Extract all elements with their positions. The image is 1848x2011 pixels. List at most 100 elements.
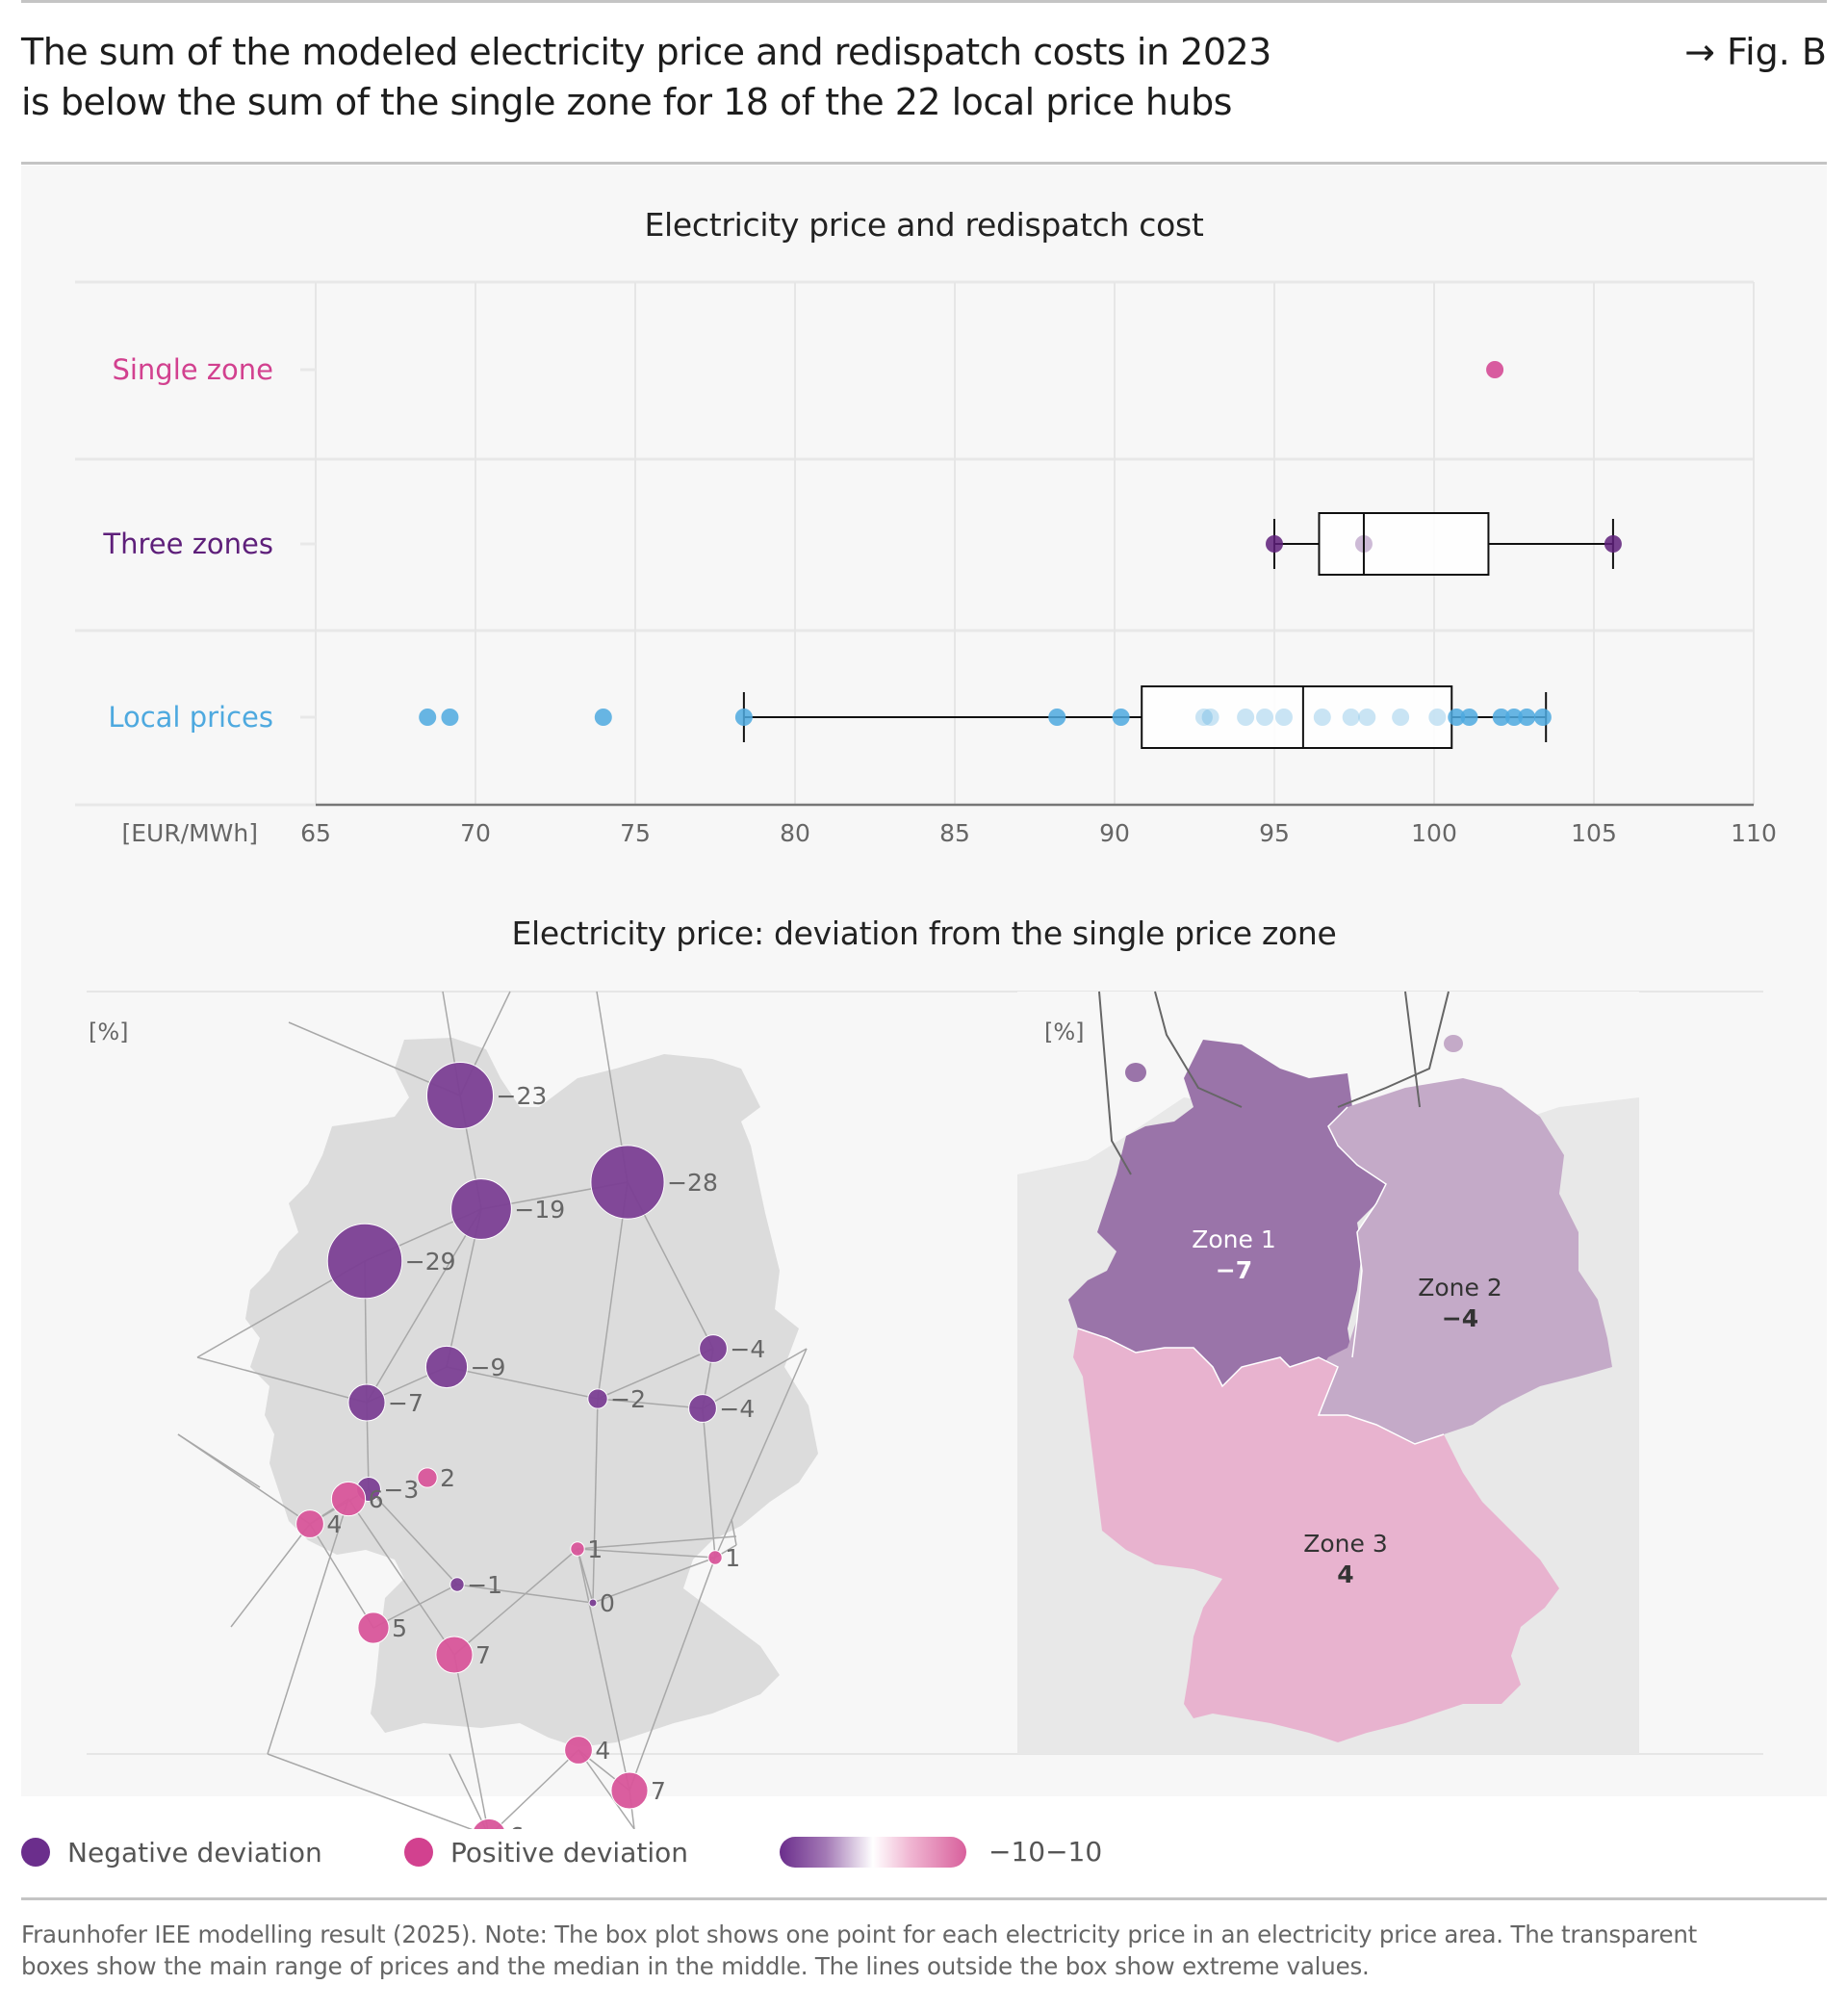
network-edge [449,1753,487,1829]
network-edge [629,1557,716,1792]
node-value-label: 7 [475,1641,491,1669]
legend-positive: Positive deviation [404,1829,688,1875]
color-scale-label: −10−10 [988,1836,1103,1868]
network-edge [702,1407,716,1559]
data-point [1518,709,1536,726]
node-value-label: −4 [719,1395,755,1423]
data-point [1492,709,1510,726]
network-edge [453,1654,489,1829]
network-edge [592,1398,599,1604]
node-value-label: 6 [369,1485,384,1513]
zonal-map: [%] Zone 1 −7 Zone 2 −4 Zone 3 4 [1017,991,1639,1754]
node-bubble [587,1388,608,1409]
series-three-zones [1266,512,1622,576]
data-point [1256,709,1274,726]
header-rule [21,162,1827,165]
price-node: 7 [610,1771,666,1810]
row-label-three-zones: Three zones [102,528,273,560]
price-node: 4 [295,1509,342,1538]
row-label-local-prices: Local prices [108,701,273,734]
data-point [594,709,612,726]
network-edge [177,1433,261,1488]
network-edge [267,1753,474,1829]
price-node: −7 [347,1383,424,1422]
data-point [1486,361,1504,378]
series-local-prices [419,685,1552,749]
node-value-label: 7 [651,1777,666,1805]
network-edge [597,1348,714,1400]
network-edge [714,1348,808,1559]
boxplot-chart: Single zone Three zones Local prices 65 70 7… [75,280,1777,847]
x-tick-label: 70 [460,819,491,847]
node-bubble [425,1061,495,1130]
price-node: −2 [587,1385,646,1413]
x-tick-label: 80 [780,819,810,847]
node-bubble [610,1771,649,1810]
price-node: 6 [473,1818,525,1829]
figure-reference-link[interactable]: → Fig. B [1684,31,1827,73]
price-node: −4 [699,1334,765,1363]
footnote-line-1: Fraunhofer IEE modelling result (2025). … [21,1921,1698,1948]
network-edge [267,1498,349,1755]
row-label-single-zone: Single zone [112,353,273,386]
node-value-label: −2 [610,1385,646,1413]
zone-1 [1068,1040,1386,1386]
legend-negative: Negative deviation [21,1829,322,1875]
data-point [419,709,437,726]
node-value-label: −1 [467,1571,502,1599]
node-value-label: −23 [497,1082,548,1110]
legend-positive-label: Positive deviation [450,1836,688,1869]
node-value-label: 0 [600,1589,615,1617]
node-bubble [707,1550,723,1565]
data-point [1313,709,1331,726]
node-bubble [588,1598,598,1608]
data-point [1237,709,1255,726]
network-edge [577,1548,630,1792]
network-edge [196,1356,368,1404]
data-point [1428,709,1447,726]
price-node: −9 [424,1345,505,1389]
node-bubble [570,1541,585,1557]
network-edge [577,1535,737,1550]
data-point [1194,709,1213,726]
node-bubble [347,1383,386,1422]
x-tick-label: 65 [300,819,331,847]
zone-3 [1073,1328,1559,1742]
network-edge [368,1488,458,1586]
node-bubble [295,1509,324,1538]
price-node: 0 [588,1589,615,1617]
node-value-label: 4 [326,1510,342,1538]
node-value-label: 6 [509,1822,525,1829]
x-tick-label: 105 [1571,819,1617,847]
network-edge [347,1498,455,1656]
price-node: 6 [330,1481,384,1517]
data-point [1342,709,1360,726]
x-tick-label: 100 [1411,819,1457,847]
legend: Negative deviation Positive deviation −1… [21,1829,1561,1875]
price-node: −23 [425,1061,548,1130]
node-bubble [473,1818,505,1829]
node-bubble [330,1481,367,1517]
zone-2-value: −4 [1442,1304,1478,1332]
data-point [1274,709,1293,726]
node-value-label: −28 [667,1169,718,1197]
network-edge [309,1523,374,1629]
node-value-label: 1 [587,1535,603,1563]
network-edge [446,1366,599,1400]
node-bubble [357,1611,390,1644]
title-line-1: The sum of the modeled electricity price… [21,31,1271,73]
box-iqr [1318,512,1490,576]
positive-dot-icon [404,1838,433,1867]
network-edge [453,1548,578,1656]
network-edge [495,1749,579,1829]
price-node: −19 [450,1178,565,1240]
negative-dot-icon [21,1838,50,1867]
price-node: 2 [417,1464,455,1492]
zone-1-name: Zone 1 [1192,1225,1276,1253]
price-node: −1 [449,1571,502,1599]
network-edge [702,1348,808,1409]
legend-negative-label: Negative deviation [67,1836,322,1869]
node-bubble [435,1636,474,1674]
color-scale-gradient [780,1837,966,1868]
price-node: −28 [590,1145,718,1220]
